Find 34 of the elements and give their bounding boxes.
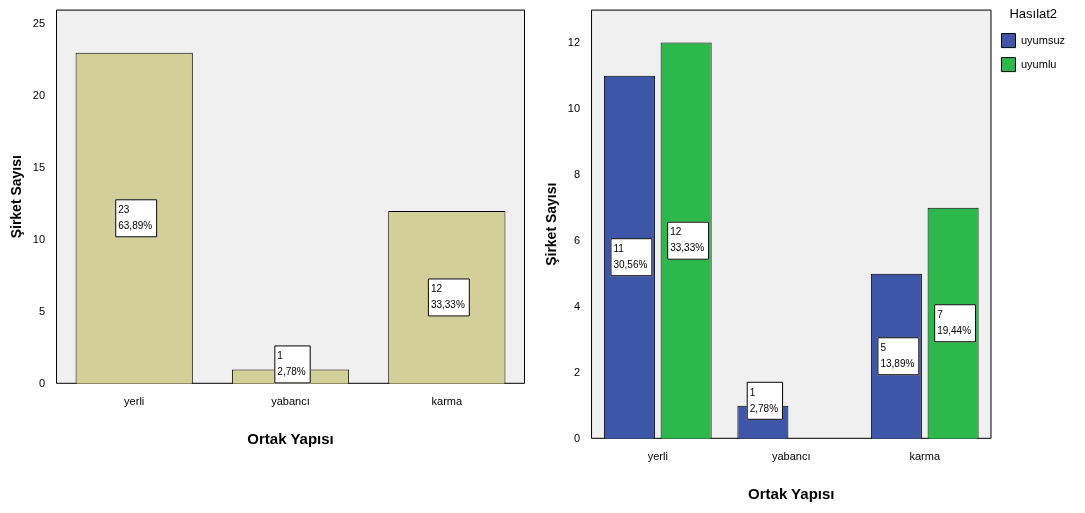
x-tick-label: yabancı xyxy=(271,395,310,408)
y-tick-label: 20 xyxy=(32,88,46,101)
y-tick-label: 12 xyxy=(567,35,581,48)
x-tick-label: karma xyxy=(909,450,941,463)
data-label: 5 13,89% xyxy=(880,342,915,370)
x-axis-title: Ortak Yapısı xyxy=(748,485,835,503)
data-label: 1 2,78% xyxy=(749,386,779,414)
y-tick-label: 2 xyxy=(573,365,581,378)
legend-title: Hasılat2 xyxy=(1009,6,1058,22)
data-label: 23 63,89% xyxy=(118,204,153,232)
y-tick-label: 0 xyxy=(38,376,46,389)
y-tick-label: 10 xyxy=(32,232,46,245)
x-tick-label: yerli xyxy=(647,450,668,463)
data-label: 7 19,44% xyxy=(937,309,972,336)
y-tick-label: 8 xyxy=(573,167,581,180)
y-axis-title: Şirket Sayısı xyxy=(543,182,560,266)
x-axis-title: Ortak Yapısı xyxy=(247,430,334,448)
legend-label: uyumsuz xyxy=(1020,33,1066,46)
x-tick-label: yerli xyxy=(124,395,145,408)
y-tick-label: 25 xyxy=(32,17,46,30)
y-tick-label: 6 xyxy=(573,233,581,246)
data-label: 11 30,56% xyxy=(613,242,648,270)
y-tick-label: 15 xyxy=(32,160,46,173)
x-tick-label: yabancı xyxy=(771,450,811,463)
y-axis-title: Şirket Sayısı xyxy=(8,155,25,239)
legend-label: uyumlu xyxy=(1020,57,1057,70)
x-tick-label: karma xyxy=(431,395,463,408)
y-tick-label: 5 xyxy=(38,304,46,317)
data-label: 12 33,33% xyxy=(430,283,465,311)
y-tick-label: 0 xyxy=(573,431,581,444)
data-label: 12 33,33% xyxy=(670,226,705,254)
data-label: 1 2,78% xyxy=(277,350,306,378)
y-tick-label: 10 xyxy=(567,101,581,114)
y-tick-label: 4 xyxy=(573,299,581,312)
